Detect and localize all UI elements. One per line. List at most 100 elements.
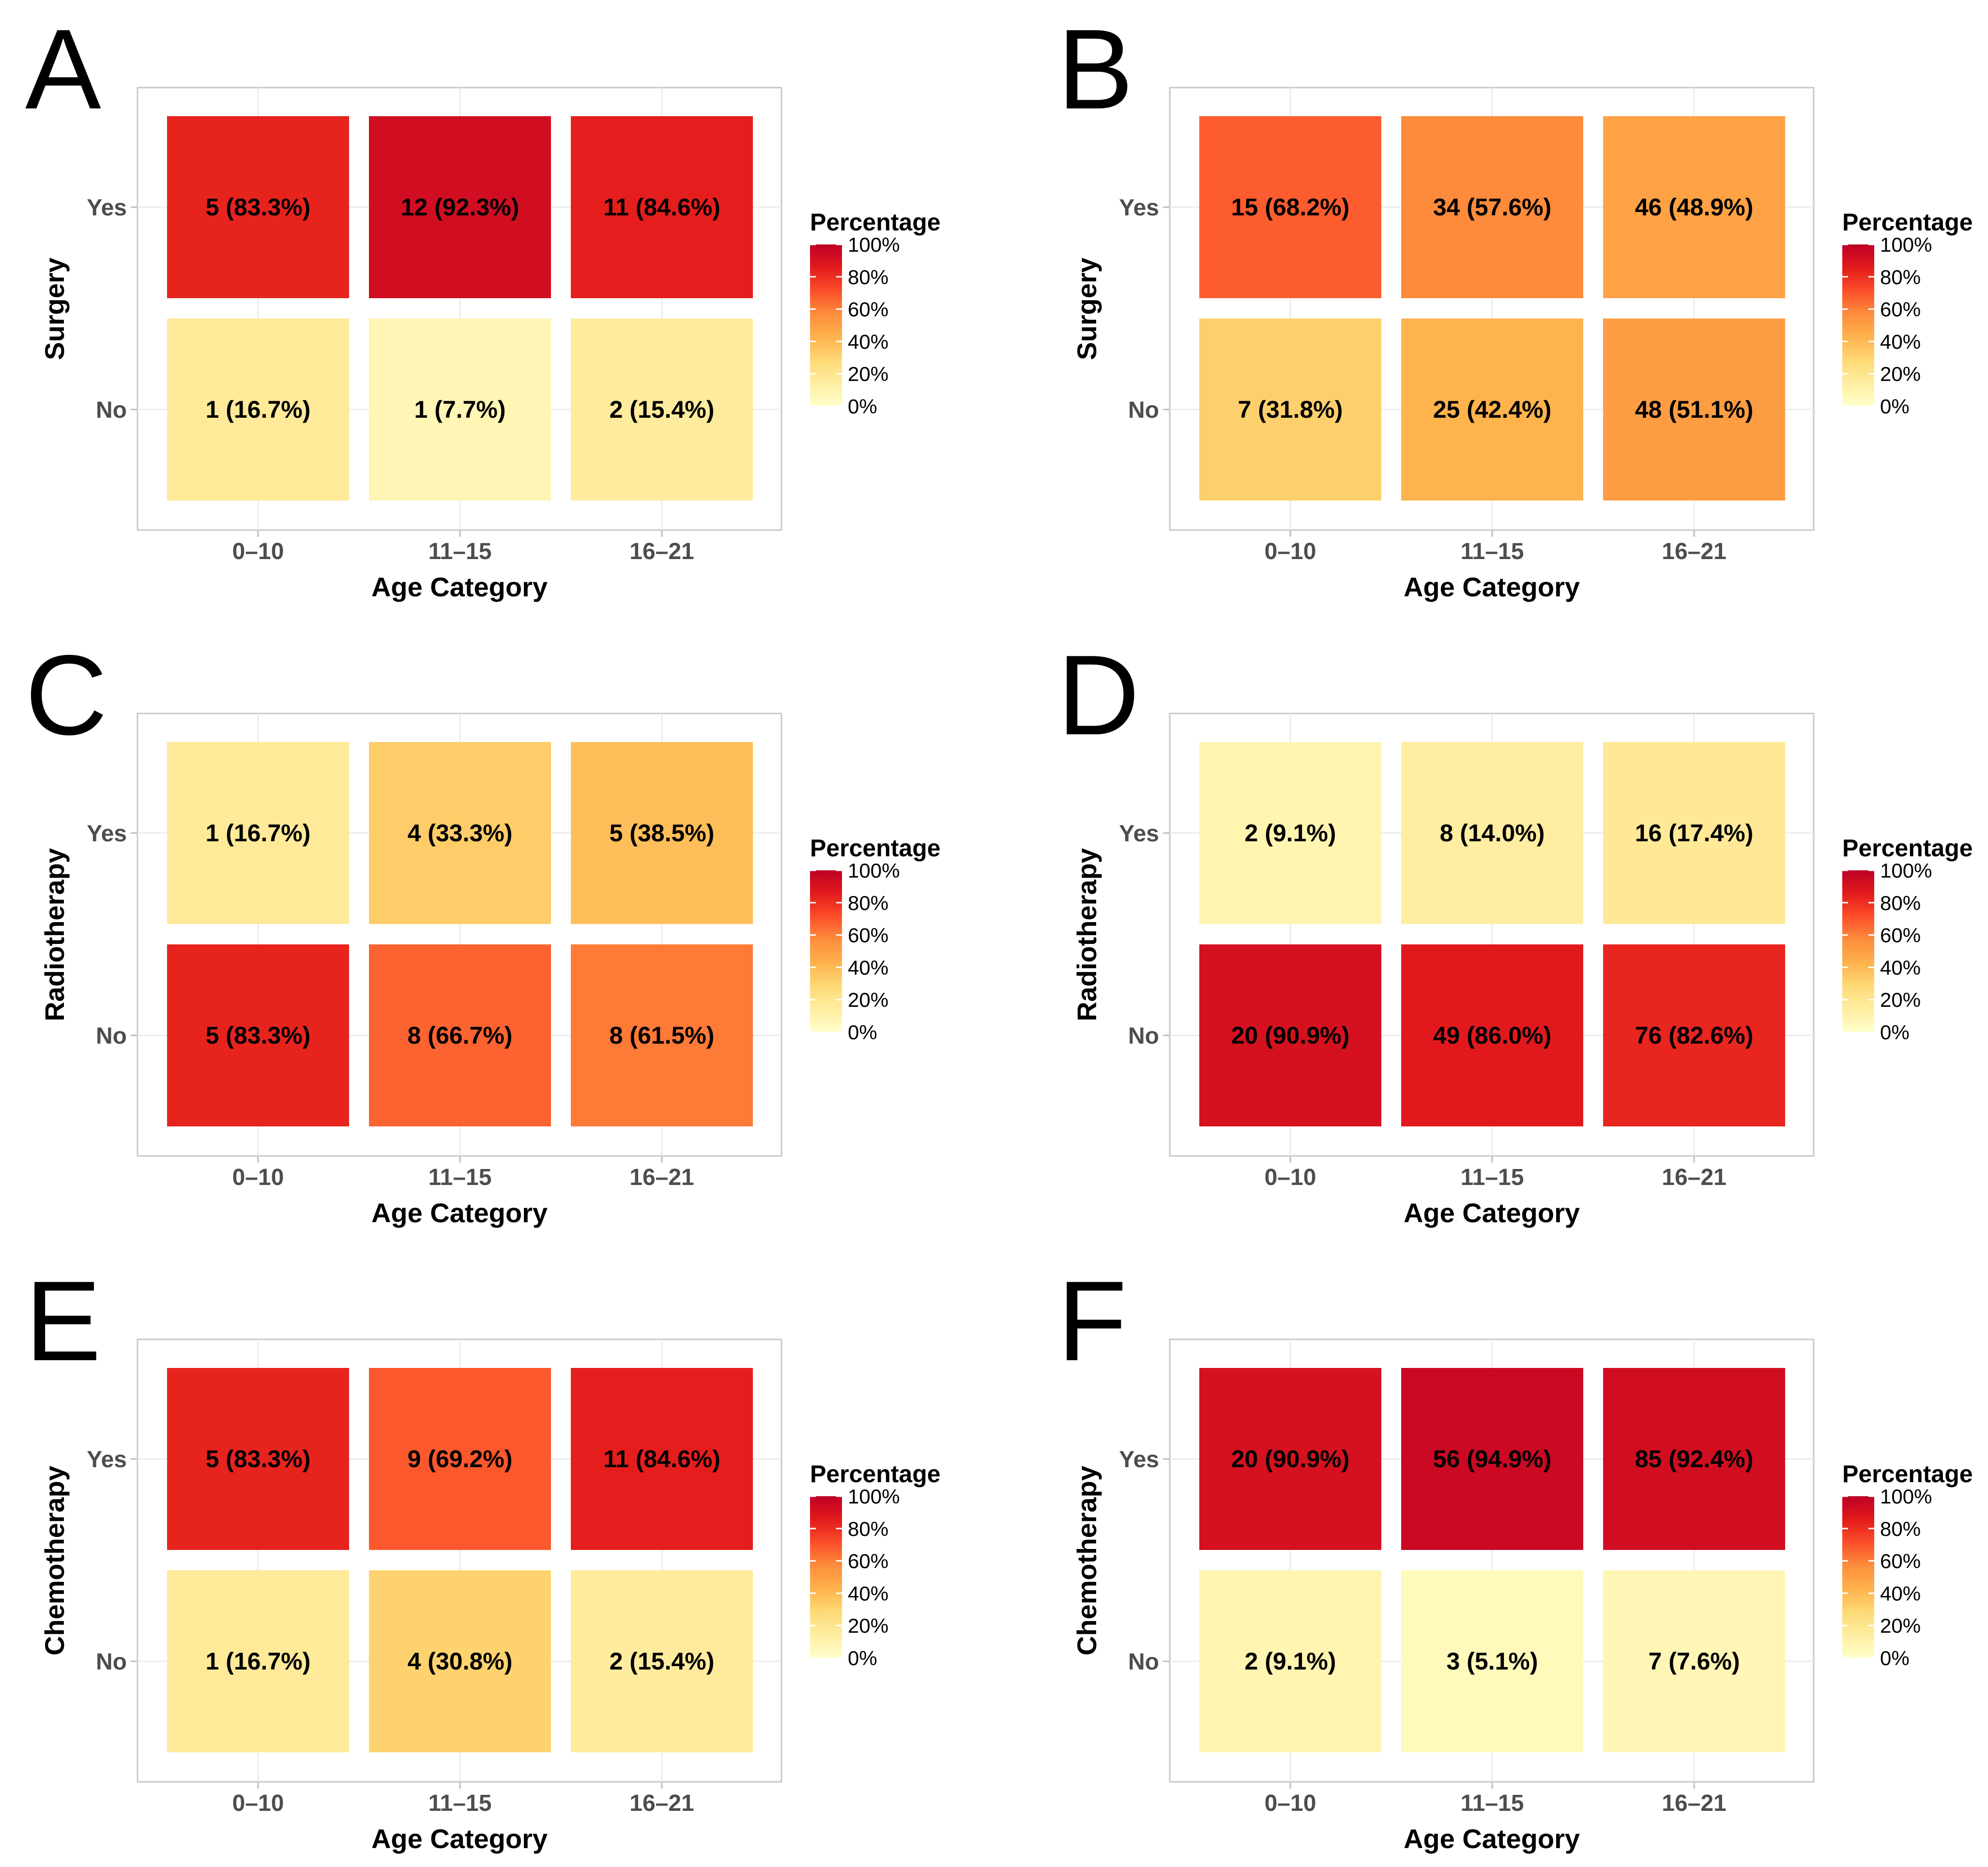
cell-label: 34 (57.6%)	[1433, 194, 1552, 221]
cell-label: 8 (61.5%)	[610, 1022, 715, 1049]
y-axis-title: Surgery	[39, 258, 70, 360]
legend-title: Percentage	[1842, 1460, 1973, 1488]
legend-colorbar	[810, 870, 842, 1032]
heatmap-tile	[1603, 1570, 1785, 1752]
legend-title: Percentage	[810, 1460, 941, 1488]
heatmap-tile	[1199, 116, 1381, 298]
x-tick-label: 16–21	[1662, 539, 1726, 564]
x-tick-label: 11–15	[1461, 539, 1524, 564]
cell-label: 5 (38.5%)	[610, 820, 715, 847]
heatmap-tile	[1603, 319, 1785, 501]
legend-tick-label: 80%	[848, 1518, 888, 1540]
x-axis-title: Age Category	[371, 1823, 548, 1854]
x-tick-label: 16–21	[629, 1791, 694, 1816]
legend-tick-label: 0%	[848, 1021, 877, 1044]
legend-colorbar	[1842, 870, 1874, 1032]
heatmap-tile	[167, 742, 349, 924]
cell-label: 3 (5.1%)	[1447, 1648, 1538, 1675]
legend-tick-label: 60%	[848, 924, 888, 947]
cell-label: 49 (86.0%)	[1433, 1022, 1552, 1049]
x-tick-label: 16–21	[629, 1165, 694, 1190]
cell-label: 11 (84.6%)	[603, 1445, 720, 1472]
legend-tick-label: 40%	[848, 1582, 888, 1605]
heatmap-tile	[571, 1570, 753, 1752]
heatmap-tile	[167, 1368, 349, 1550]
cell-label: 4 (33.3%)	[408, 820, 513, 847]
legend-tick-label: 20%	[1880, 363, 1921, 385]
heatmap-tile	[571, 944, 753, 1126]
heatmap-tile	[1401, 742, 1583, 924]
cell-label: 20 (90.9%)	[1231, 1445, 1350, 1472]
x-tick-label: 16–21	[1662, 1165, 1726, 1190]
cell-label: 48 (51.1%)	[1635, 396, 1754, 423]
cell-label: 7 (31.8%)	[1238, 396, 1343, 423]
legend-tick-label: 40%	[848, 330, 888, 353]
heatmap-tile	[1603, 742, 1785, 924]
panel-letter: A	[25, 5, 101, 133]
panel-c: C 1 (16.7%) 4 (33.3%) 5 (38.5%) 5 (83.3%) 8 (…	[25, 631, 941, 1228]
cell-label: 46 (48.9%)	[1635, 194, 1754, 221]
heatmap-tile	[369, 319, 551, 501]
legend-colorbar	[1842, 244, 1874, 406]
heatmap-tile	[1603, 116, 1785, 298]
cell-label: 2 (15.4%)	[610, 1648, 715, 1675]
legend-tick-label: 0%	[848, 1647, 877, 1670]
legend-tick-label: 40%	[1880, 330, 1921, 353]
cell-label: 2 (15.4%)	[610, 396, 715, 423]
heatmap-tile	[1199, 319, 1381, 501]
x-tick-label: 16–21	[629, 539, 694, 564]
legend-colorbar	[810, 244, 842, 406]
x-tick-label: 11–15	[1461, 1165, 1524, 1190]
cell-label: 9 (69.2%)	[408, 1445, 513, 1472]
cell-label: 5 (83.3%)	[206, 194, 311, 221]
legend-tick-label: 0%	[848, 395, 877, 418]
legend-tick-label: 40%	[1880, 956, 1921, 979]
cell-label: 1 (7.7%)	[414, 396, 506, 423]
cell-label: 25 (42.4%)	[1433, 396, 1552, 423]
heatmap-tile	[1199, 1570, 1381, 1752]
heatmap-tile	[1401, 944, 1583, 1126]
legend-tick-label: 20%	[1880, 988, 1921, 1011]
cell-label: 4 (30.8%)	[408, 1648, 513, 1675]
legend-tick-label: 80%	[848, 266, 888, 288]
heatmap-tile	[1401, 319, 1583, 501]
heatmap-tile	[1199, 742, 1381, 924]
heatmap-tile	[167, 1570, 349, 1752]
cell-label: 12 (92.3%)	[401, 194, 520, 221]
legend-tick-label: 40%	[1880, 1582, 1921, 1605]
y-tick-label: Yes	[1119, 195, 1159, 221]
x-tick-label: 11–15	[428, 539, 492, 564]
legend-title: Percentage	[1842, 209, 1973, 236]
heatmap-tile	[167, 944, 349, 1126]
cell-label: 56 (94.9%)	[1433, 1445, 1552, 1472]
legend-tick-label: 60%	[1880, 1550, 1921, 1573]
x-tick-label: 16–21	[1662, 1791, 1726, 1816]
y-tick-label: No	[1128, 1649, 1159, 1675]
panel-letter: C	[25, 631, 107, 759]
legend-title: Percentage	[810, 209, 941, 236]
heatmap-tile	[1401, 116, 1583, 298]
x-tick-label: 11–15	[428, 1791, 492, 1816]
legend-colorbar	[810, 1496, 842, 1658]
heatmap-tile	[167, 116, 349, 298]
legend-tick-label: 100%	[1880, 859, 1932, 882]
heatmap-tile	[1199, 1368, 1381, 1550]
heatmap-tile	[369, 1570, 551, 1752]
x-axis-title: Age Category	[371, 572, 548, 602]
legend-tick-label: 20%	[1880, 1614, 1921, 1637]
heatmap-tile	[571, 116, 753, 298]
cell-label: 5 (83.3%)	[206, 1022, 311, 1049]
x-tick-label: 0–10	[232, 1791, 284, 1816]
legend-tick-label: 80%	[1880, 892, 1921, 914]
heatmap-tile	[369, 742, 551, 924]
heatmap-tile	[369, 944, 551, 1126]
heatmap-tile	[369, 116, 551, 298]
panel-letter: F	[1057, 1257, 1127, 1384]
y-tick-label: Yes	[87, 195, 127, 221]
x-tick-label: 0–10	[232, 539, 284, 564]
cell-label: 20 (90.9%)	[1231, 1022, 1350, 1049]
